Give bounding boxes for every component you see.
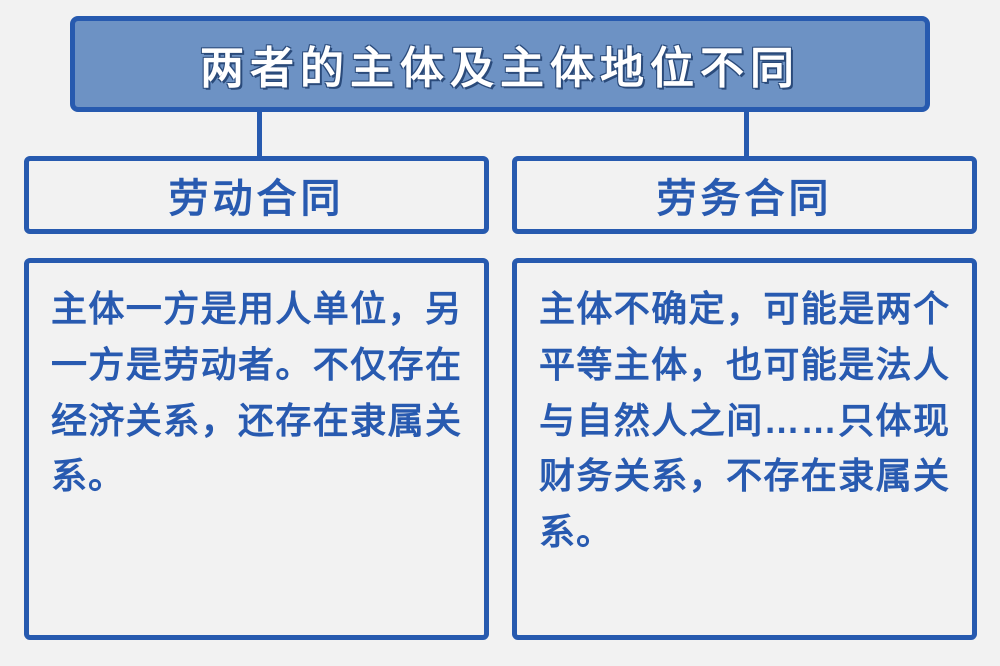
left-body-text: 主体一方是用人单位，另一方是劳动者。不仅存在经济关系，还存在隶属关系。 [51, 281, 462, 504]
left-title-box: 劳动合同 [24, 156, 489, 234]
right-title-box: 劳务合同 [512, 156, 977, 234]
left-body-box: 主体一方是用人单位，另一方是劳动者。不仅存在经济关系，还存在隶属关系。 [24, 258, 489, 640]
right-title: 劳务合同 [657, 166, 833, 224]
right-body-text: 主体不确定，可能是两个平等主体，也可能是法人与自然人之间……只体现财务关系，不存… [539, 281, 950, 560]
header-box: 两者的主体及主体地位不同 [70, 16, 930, 112]
left-title: 劳动合同 [169, 166, 345, 224]
connector-right [744, 112, 749, 160]
header-title: 两者的主体及主体地位不同 [200, 32, 800, 96]
right-body-box: 主体不确定，可能是两个平等主体，也可能是法人与自然人之间……只体现财务关系，不存… [512, 258, 977, 640]
connector-left [257, 112, 262, 160]
